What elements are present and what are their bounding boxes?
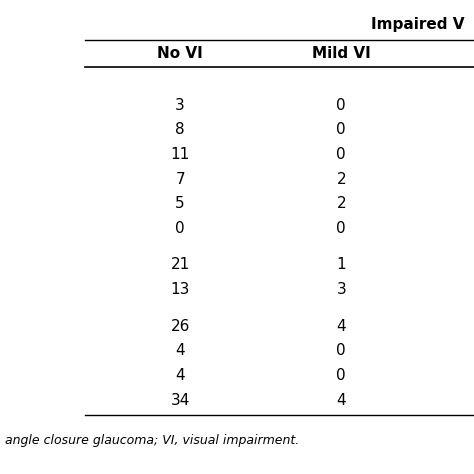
Text: 11: 11 xyxy=(171,147,190,162)
Text: 4: 4 xyxy=(175,343,185,358)
Text: 4: 4 xyxy=(175,368,185,383)
Text: 2: 2 xyxy=(337,172,346,187)
Text: 3: 3 xyxy=(175,98,185,113)
Text: 0: 0 xyxy=(337,147,346,162)
Text: 21: 21 xyxy=(171,257,190,273)
Text: Mild VI: Mild VI xyxy=(312,46,371,61)
Text: 0: 0 xyxy=(337,98,346,113)
Text: Impaired V: Impaired V xyxy=(371,17,465,32)
Text: 3: 3 xyxy=(337,282,346,297)
Text: 1: 1 xyxy=(337,257,346,273)
Text: 13: 13 xyxy=(171,282,190,297)
Text: 5: 5 xyxy=(175,196,185,211)
Text: 4: 4 xyxy=(337,392,346,408)
Text: 2: 2 xyxy=(337,196,346,211)
Text: No VI: No VI xyxy=(157,46,203,61)
Text: 8: 8 xyxy=(175,122,185,137)
Text: 0: 0 xyxy=(337,221,346,236)
Text: angle closure glaucoma; VI, visual impairment.: angle closure glaucoma; VI, visual impai… xyxy=(5,434,299,447)
Text: 26: 26 xyxy=(171,319,190,334)
Text: 0: 0 xyxy=(337,122,346,137)
Text: 0: 0 xyxy=(337,343,346,358)
Text: 4: 4 xyxy=(337,319,346,334)
Text: 0: 0 xyxy=(175,221,185,236)
Text: 0: 0 xyxy=(337,368,346,383)
Text: 34: 34 xyxy=(171,392,190,408)
Text: 7: 7 xyxy=(175,172,185,187)
